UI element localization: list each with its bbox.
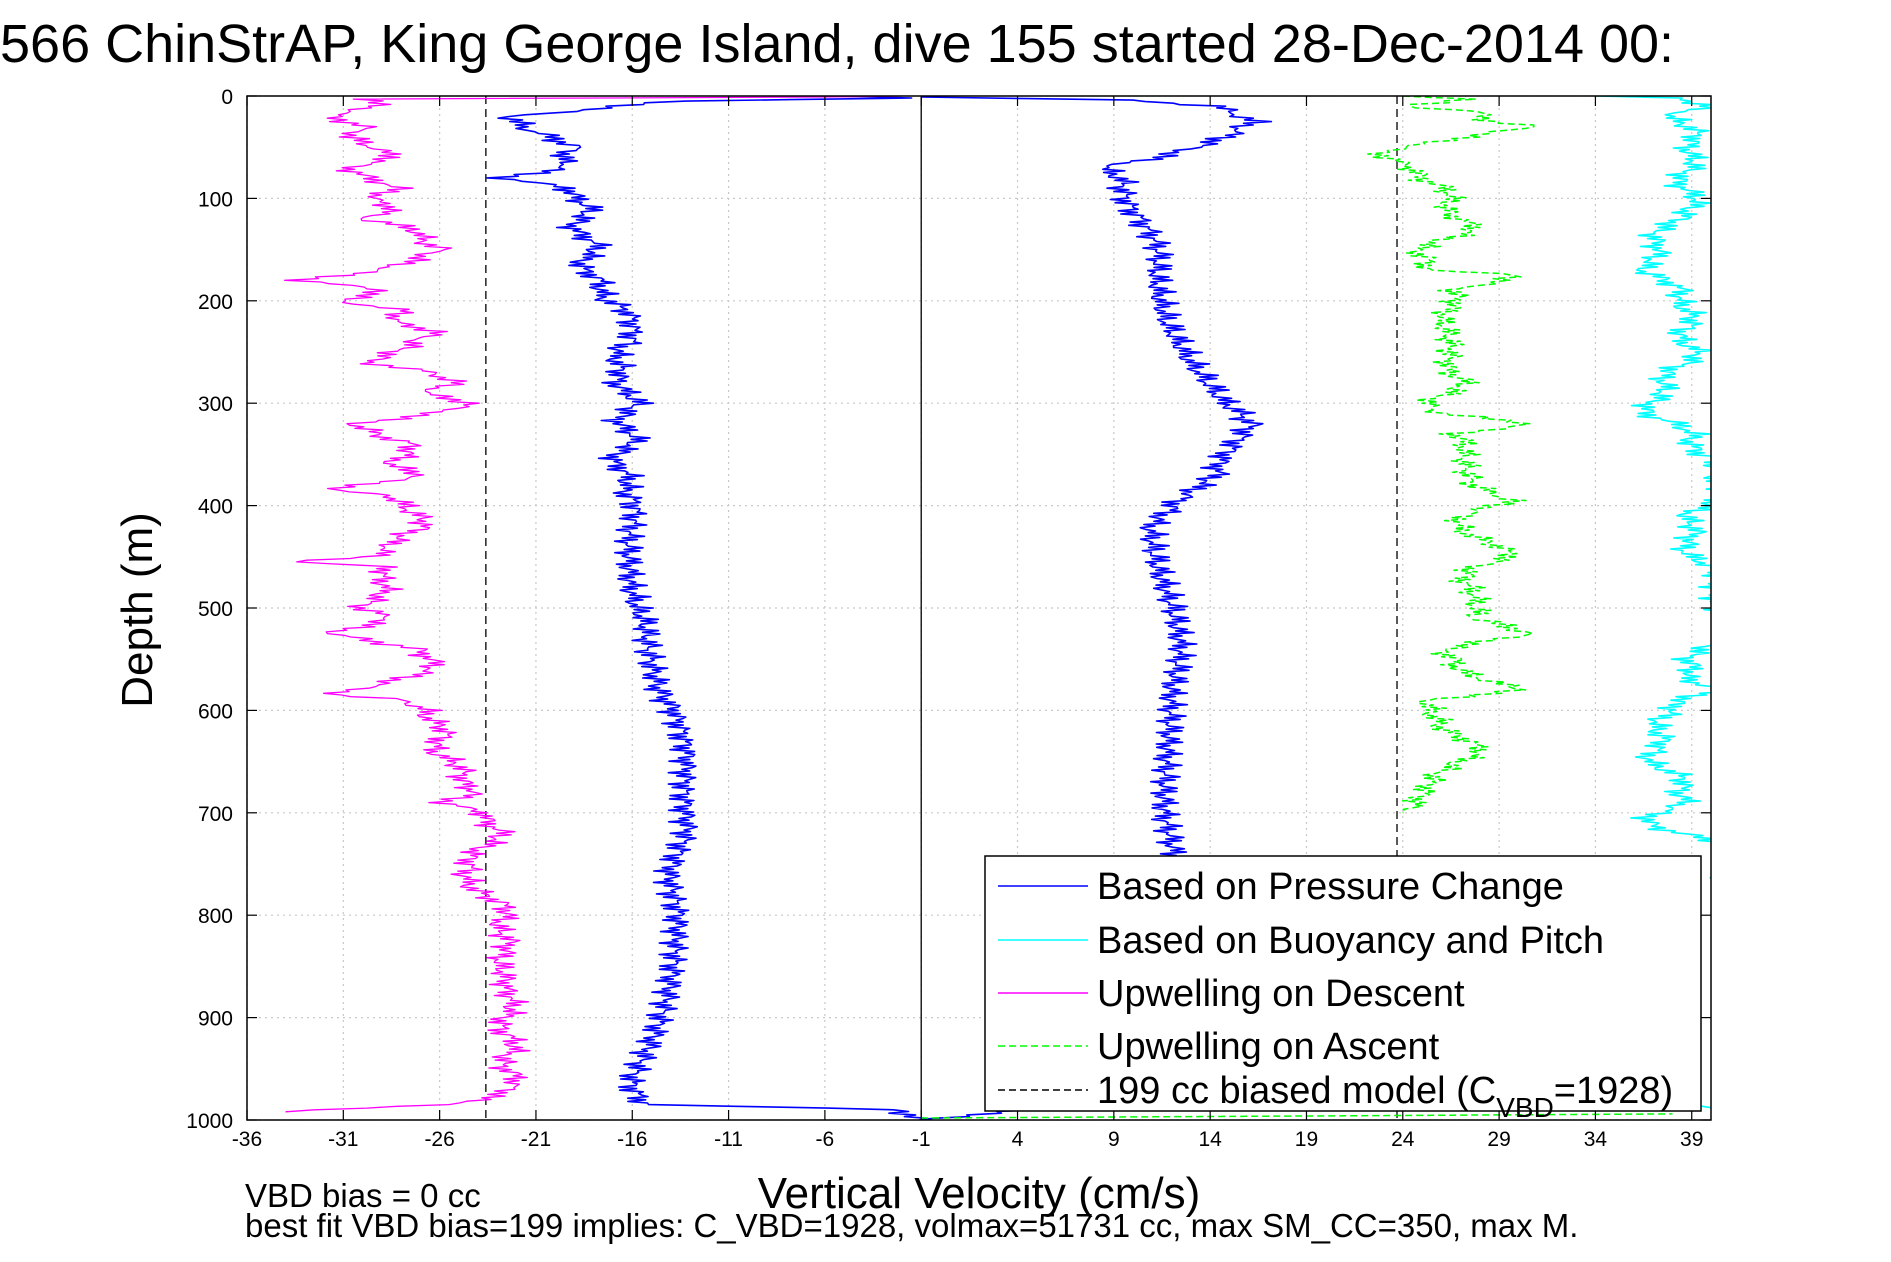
x-tick-label: -16	[617, 1128, 647, 1151]
y-tick-label: 800	[198, 905, 233, 928]
x-axis-label: Vertical Velocity (cm/s)	[758, 1169, 1201, 1218]
x-tick-label: -21	[521, 1128, 551, 1151]
x-tick-label: -31	[328, 1128, 358, 1151]
series-line	[921, 1113, 1673, 1119]
legend-label: Based on Pressure Change	[1097, 866, 1564, 908]
x-tick-label: 34	[1584, 1128, 1608, 1151]
chart-title: 566 ChinStrAP, King George Island, dive …	[0, 14, 1674, 74]
legend-label: Upwelling on Ascent	[1097, 1026, 1440, 1068]
series-line	[1367, 96, 1535, 814]
series-line	[284, 96, 902, 1113]
series-line	[486, 96, 928, 1120]
x-tick-label: 19	[1295, 1128, 1318, 1151]
y-tick-label: 0	[221, 86, 233, 109]
y-tick-label: 200	[198, 291, 233, 314]
x-tick-label: 39	[1680, 1128, 1703, 1151]
series-line	[1595, 96, 1711, 879]
legend-label: 199 cc biased model (CVBD=1928)	[1097, 1070, 1673, 1123]
x-tick-label: 4	[1012, 1128, 1024, 1151]
x-tick-label: -11	[714, 1128, 743, 1151]
legend-label: Upwelling on Descent	[1097, 973, 1465, 1015]
best-fit-note: best fit VBD bias=199 implies: C_VBD=192…	[245, 1207, 1579, 1244]
x-tick-label: 29	[1487, 1128, 1510, 1151]
x-tick-label: 14	[1198, 1128, 1222, 1151]
x-tick-label: 9	[1108, 1128, 1120, 1151]
y-tick-label: 300	[198, 393, 233, 416]
y-tick-label: 900	[198, 1008, 233, 1031]
y-tick-label: 400	[198, 496, 233, 519]
axis-ticks: -36 -31 -26 -21 -16 -11 -6 -1 4 9 14 19 24 29 34 39 0 100…	[186, 86, 1711, 1151]
y-tick-label: 700	[198, 803, 233, 826]
y-tick-label: 600	[198, 700, 233, 723]
y-tick-label: 1000	[186, 1110, 233, 1133]
x-tick-label: -6	[816, 1128, 835, 1151]
y-axis-label: Depth (m)	[113, 512, 162, 708]
legend-label: Based on Buoyancy and Pitch	[1097, 920, 1604, 962]
vbd-bias-note: VBD bias = 0 cc	[245, 1177, 481, 1214]
y-tick-label: 500	[198, 598, 233, 621]
reference-lines	[485, 96, 1398, 1120]
legend-box	[984, 855, 1702, 1112]
x-tick-label: -26	[424, 1128, 454, 1151]
x-tick-label: -36	[232, 1128, 262, 1151]
x-tick-label: -1	[912, 1128, 931, 1151]
x-tick-label: 24	[1391, 1128, 1415, 1151]
legend: Based on Pressure Change Based on Buoyanc…	[984, 855, 1702, 1123]
y-tick-label: 100	[198, 188, 233, 211]
